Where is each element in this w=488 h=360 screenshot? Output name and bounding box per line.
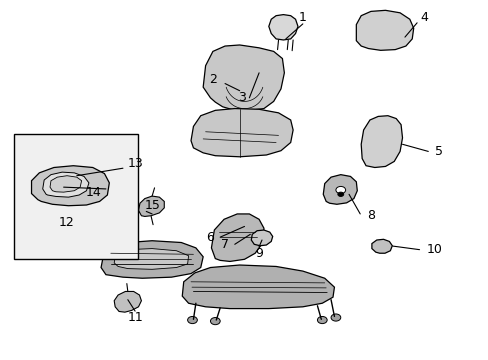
- Polygon shape: [203, 45, 284, 111]
- Polygon shape: [101, 241, 203, 278]
- Text: 9: 9: [255, 247, 263, 260]
- Text: 10: 10: [426, 243, 441, 256]
- Polygon shape: [182, 265, 334, 309]
- Polygon shape: [323, 175, 357, 204]
- Text: 7: 7: [221, 238, 228, 251]
- Text: 8: 8: [366, 209, 374, 222]
- Polygon shape: [31, 166, 109, 206]
- Polygon shape: [251, 230, 272, 246]
- Text: 3: 3: [238, 91, 245, 104]
- Polygon shape: [268, 15, 297, 40]
- Polygon shape: [371, 239, 391, 253]
- Circle shape: [317, 316, 326, 324]
- Text: 1: 1: [298, 11, 306, 24]
- Polygon shape: [191, 109, 292, 157]
- Text: 6: 6: [206, 231, 214, 244]
- Text: 5: 5: [434, 145, 442, 158]
- Text: 14: 14: [86, 186, 102, 199]
- Polygon shape: [50, 176, 81, 192]
- Circle shape: [337, 192, 343, 197]
- Polygon shape: [211, 214, 264, 261]
- Text: 15: 15: [144, 198, 160, 212]
- Polygon shape: [114, 249, 188, 269]
- Text: 4: 4: [420, 11, 427, 24]
- Polygon shape: [114, 292, 141, 312]
- Polygon shape: [138, 196, 164, 216]
- Text: 2: 2: [208, 73, 216, 86]
- Text: 11: 11: [127, 311, 142, 324]
- Polygon shape: [356, 10, 413, 50]
- Text: 12: 12: [59, 216, 75, 229]
- Circle shape: [330, 314, 340, 321]
- Circle shape: [187, 316, 197, 324]
- Circle shape: [335, 186, 345, 194]
- Polygon shape: [361, 116, 402, 167]
- Text: 13: 13: [127, 157, 142, 170]
- Circle shape: [210, 318, 220, 325]
- Polygon shape: [42, 172, 89, 197]
- Bar: [14, 134, 137, 258]
